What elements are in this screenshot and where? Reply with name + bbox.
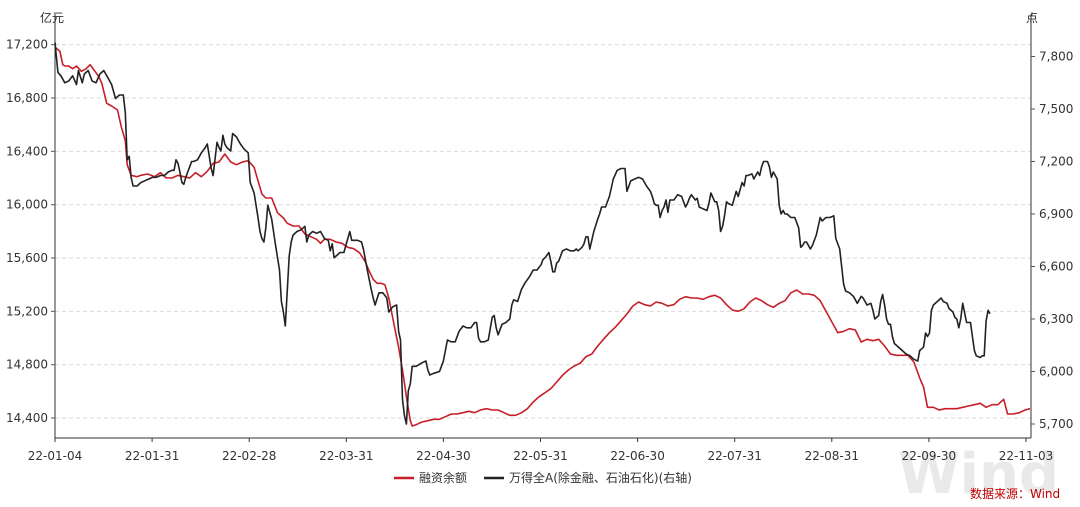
x-tick-label: 22-04-30	[416, 449, 470, 463]
legend: 融资余额 万得全A(除金融、石油石化)(右轴)	[394, 470, 692, 485]
right-tick-label: 5,700	[1039, 417, 1073, 431]
x-axis-ticks: 22-01-04 22-01-31 22-02-28 22-03-31 22-04-30…	[28, 438, 1053, 463]
x-tick-label: 22-09-30	[902, 449, 956, 463]
x-tick-label: 22-06-30	[610, 449, 664, 463]
left-tick-label: 16,800	[6, 91, 48, 105]
left-tick-label: 15,200	[6, 304, 48, 318]
right-tick-label: 6,600	[1039, 260, 1073, 274]
x-tick-label: 22-07-31	[707, 449, 761, 463]
watermark: Wind	[898, 442, 1059, 507]
left-tick-label: 14,400	[6, 411, 48, 425]
right-tick-label: 6,300	[1039, 312, 1073, 326]
right-axis-ticks: 5,700 6,000 6,300 6,600 6,900 7,200 7,500 7,800	[1031, 50, 1073, 431]
left-tick-label: 16,000	[6, 198, 48, 212]
left-tick-label: 16,400	[6, 144, 48, 158]
right-tick-label: 6,000	[1039, 365, 1073, 379]
x-tick-label: 22-08-31	[805, 449, 859, 463]
x-tick-label: 22-03-31	[319, 449, 373, 463]
x-tick-label: 22-05-31	[513, 449, 567, 463]
legend-label-2: 万得全A(除金融、石油石化)(右轴)	[509, 470, 692, 485]
right-tick-label: 7,500	[1039, 102, 1073, 116]
x-tick-label: 22-01-31	[125, 449, 179, 463]
right-tick-label: 7,200	[1039, 155, 1073, 169]
gridlines	[55, 44, 1031, 419]
right-tick-label: 7,800	[1039, 50, 1073, 64]
left-tick-label: 15,600	[6, 251, 48, 265]
x-tick-label: 22-01-04	[28, 449, 82, 463]
data-source: 数据来源：Wind	[970, 486, 1060, 501]
series-lines	[54, 42, 1031, 427]
right-tick-label: 6,900	[1039, 207, 1073, 221]
left-tick-label: 17,200	[6, 38, 48, 52]
left-axis-ticks: 14,400 14,800 15,200 15,600 16,000 16,400 16,8…	[6, 38, 55, 425]
series-line-2	[54, 42, 991, 425]
right-axis-unit: 点	[1026, 11, 1038, 25]
x-tick-label: 22-02-28	[222, 449, 276, 463]
series-line-1	[54, 46, 1031, 427]
left-axis-unit: 亿元	[40, 10, 64, 25]
legend-label-1: 融资余额	[419, 470, 467, 485]
left-tick-label: 14,800	[6, 358, 48, 372]
axes	[54, 14, 1032, 439]
wind-watermark: Wind	[898, 442, 1059, 507]
x-tick-label: 22-11-03	[999, 449, 1053, 463]
